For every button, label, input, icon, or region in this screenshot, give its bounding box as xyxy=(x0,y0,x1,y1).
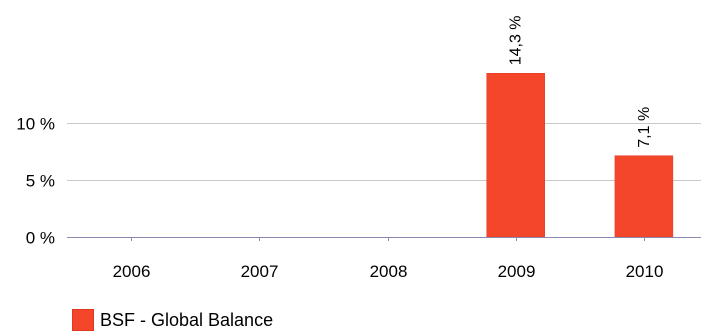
legend-label: BSF - Global Balance xyxy=(100,309,274,330)
legend-swatch xyxy=(72,309,94,331)
legend: BSF - Global Balance xyxy=(72,309,273,331)
x-tick-label: 2010 xyxy=(626,262,664,281)
x-tick-label: 2008 xyxy=(370,262,408,281)
x-tick-label: 2009 xyxy=(498,262,536,281)
labels: 0 % 5 % 10 % 14,3 % 7,1 % 2006 2007 2008 2009 201… xyxy=(16,15,663,281)
y-tick-label: 10 % xyxy=(16,115,55,134)
y-tick-label: 0 % xyxy=(26,229,55,248)
data-label: 7,1 % xyxy=(636,107,653,148)
gridlines xyxy=(67,123,701,181)
bar xyxy=(486,73,545,238)
y-tick-label: 5 % xyxy=(26,172,55,191)
x-tick-label: 2006 xyxy=(113,262,151,281)
x-axis xyxy=(67,237,701,241)
bar xyxy=(614,155,674,238)
bars xyxy=(486,73,674,238)
bar-chart: 0 % 5 % 10 % 14,3 % 7,1 % 2006 2007 2008 2009 201… xyxy=(16,15,701,281)
x-tick-label: 2007 xyxy=(241,262,279,281)
data-label: 14,3 % xyxy=(508,15,525,65)
